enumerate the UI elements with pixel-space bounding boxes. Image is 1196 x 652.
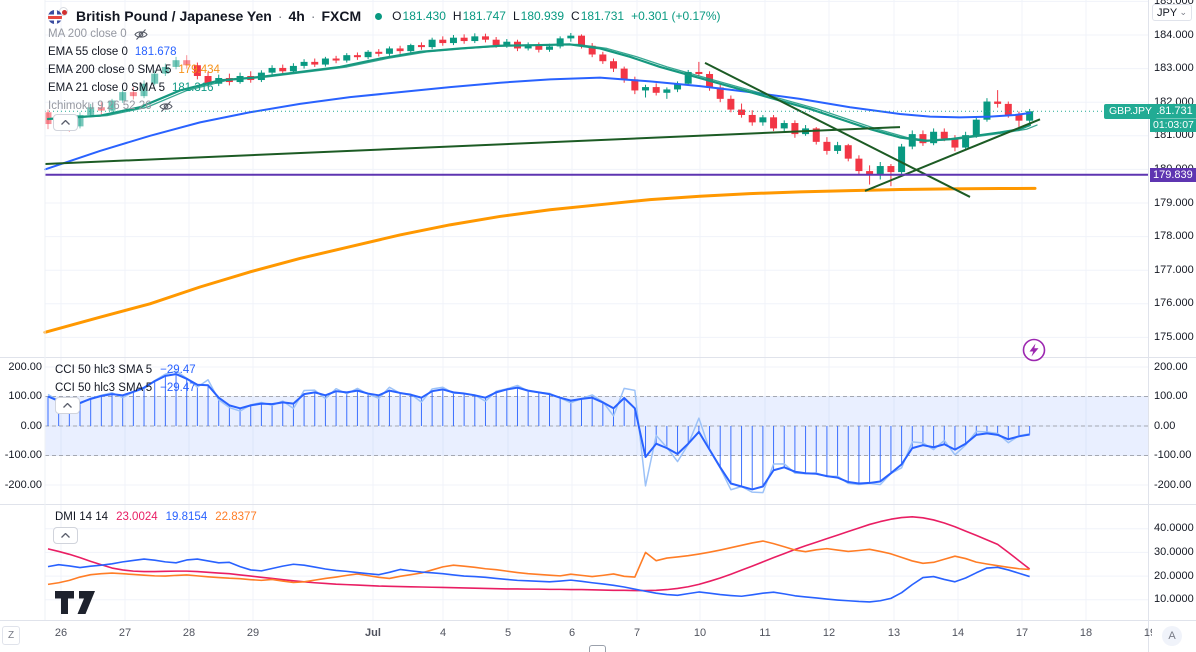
currency-selector[interactable]: JPY ⌄	[1152, 4, 1192, 21]
legend-row-ma200[interactable]: MA 200 close 0	[48, 26, 148, 42]
cci-tick-label: 0.00	[1154, 419, 1176, 432]
price-tick-label: 175.000	[1154, 330, 1194, 343]
time-tick-label: 17	[1015, 627, 1029, 639]
time-tick-label: 4	[439, 627, 447, 639]
time-tick-label: 29	[246, 627, 260, 639]
cci-tick-label: 100.00	[1154, 390, 1188, 402]
autoscale-button[interactable]: A	[1162, 626, 1182, 646]
timezone-button[interactable]: Z	[2, 626, 20, 645]
time-tick-label: 18	[1079, 627, 1093, 639]
price-tick-label: 184.000	[1154, 28, 1194, 41]
open-value: 181.430	[402, 9, 446, 23]
price-tick-label: 179.000	[1154, 196, 1194, 209]
dmi-tick-label: 30.0000	[1154, 545, 1194, 558]
cci-left-tick-label: -200.00	[4, 478, 42, 491]
time-tick-label: 28	[182, 627, 196, 639]
ema55-value: 181.678	[134, 46, 177, 58]
adx-value: 23.0024	[116, 510, 158, 523]
cci-left-tick-label: -100.00	[4, 449, 42, 461]
time-tick-label: 19	[1143, 627, 1152, 639]
cci-legend-row[interactable]: CCI 50 hlc3 SMA 5 −29.47	[55, 363, 196, 376]
symbol-title[interactable]: British Pound / Japanese Yen	[76, 8, 272, 24]
collapse-cci-button[interactable]	[55, 397, 80, 414]
dmi-legend-row[interactable]: DMI 14 14 23.0024 19.8154 22.8377	[55, 510, 257, 523]
cci-value: −29.47	[160, 363, 196, 376]
time-tick-label: 11	[759, 627, 771, 639]
cci-tick-label: -100.00	[1154, 449, 1192, 461]
eye-off-icon[interactable]	[134, 28, 148, 41]
cci-value: −29.47	[160, 381, 196, 394]
ema200-value: 179.434	[178, 64, 220, 76]
interval-label[interactable]: 4h	[288, 8, 305, 24]
time-tick-label: 7	[633, 627, 641, 639]
time-tick-label: 10	[693, 627, 707, 639]
time-tick-label: 5	[504, 627, 512, 639]
lightning-alert-button[interactable]	[1021, 337, 1047, 363]
last-price-badge: 181.731 01:03:07	[1150, 104, 1196, 133]
dmi-tick-label: 40.0000	[1154, 522, 1194, 535]
last-price-value: 181.731	[1153, 105, 1193, 118]
legend-row-ema55[interactable]: EMA 55 close 0 181.678	[48, 46, 177, 58]
price-tick-label: 176.000	[1154, 297, 1194, 310]
legend-row-ema200[interactable]: EMA 200 close 0 SMA 5 179.434	[48, 64, 220, 76]
time-tick-label: 13	[887, 627, 901, 639]
time-tick-label: Jul	[365, 627, 381, 639]
cci-tick-label: 200.00	[1154, 360, 1188, 373]
tradingview-logo[interactable]	[55, 591, 107, 614]
price-tick-label: 185.000	[1154, 0, 1194, 7]
collapse-dmi-button[interactable]	[53, 527, 78, 544]
price-axis[interactable]: JPY ⌄ 185.000 184.000 183.000 182.000 181.00…	[1148, 0, 1196, 652]
eye-off-icon[interactable]	[158, 100, 173, 113]
low-value: 180.939	[520, 9, 565, 23]
price-tick-label: 178.000	[1154, 230, 1194, 243]
plus-di-value: 19.8154	[165, 510, 208, 523]
legend-row-ema21[interactable]: EMA 21 close 0 SMA 5 181.316	[48, 82, 214, 94]
cci-left-tick-label: 200.00	[8, 360, 42, 373]
legend-row-ichimoku[interactable]: Ichimoku 9 26 52 26	[48, 98, 173, 114]
minus-di-value: 22.8377	[215, 510, 257, 523]
ema21-value: 181.316	[171, 82, 214, 94]
close-value: 181.731	[580, 9, 625, 23]
ohlc-values: O 181.430 H 181.747 L 180.939 C 181.731 +0.3…	[392, 9, 721, 23]
symbol-header[interactable]: British Pound / Japanese Yen · 4h · FXCM…	[48, 5, 721, 27]
dmi-tick-label: 10.0000	[1154, 593, 1194, 606]
price-tick-label: 177.000	[1154, 263, 1194, 276]
bar-countdown: 01:03:07	[1153, 118, 1196, 131]
market-status-dot	[375, 12, 383, 20]
time-tick-label: 12	[822, 627, 836, 639]
high-value: 181.747	[462, 9, 506, 23]
gbpjpy-flag-icon	[48, 7, 68, 25]
price-tick-label: 183.000	[1154, 62, 1194, 75]
exchange-label[interactable]: FXCM	[321, 8, 362, 24]
time-tick-label: 27	[118, 627, 132, 639]
collapse-pane-button[interactable]	[53, 114, 78, 131]
calendar-icon[interactable]	[589, 645, 606, 652]
cci-left-tick-label: 0.00	[20, 419, 42, 432]
cci-tick-label: -200.00	[1154, 478, 1192, 491]
time-tick-label: 14	[951, 627, 965, 639]
cci-left-tick-label: 100.00	[8, 390, 42, 402]
cci-legend-row[interactable]: CCI 50 hlc3 SMA 5 −29.47	[55, 381, 196, 394]
chevron-down-icon: ⌄	[1179, 7, 1187, 17]
time-axis[interactable]: 26 27 28 29 Jul 4 5 6 7 10 11 12 13 14 17 18 19	[0, 620, 1152, 652]
level-price-badge: 179.839	[1150, 167, 1196, 182]
time-tick-label: 26	[54, 627, 68, 639]
symbol-price-tag: GBP.JPY	[1104, 103, 1157, 119]
dmi-tick-label: 20.0000	[1154, 569, 1194, 582]
price-tick-label: 181.000	[1154, 129, 1194, 142]
change-value: +0.301 (+0.17%)	[631, 9, 721, 23]
time-tick-label: 6	[568, 627, 576, 639]
